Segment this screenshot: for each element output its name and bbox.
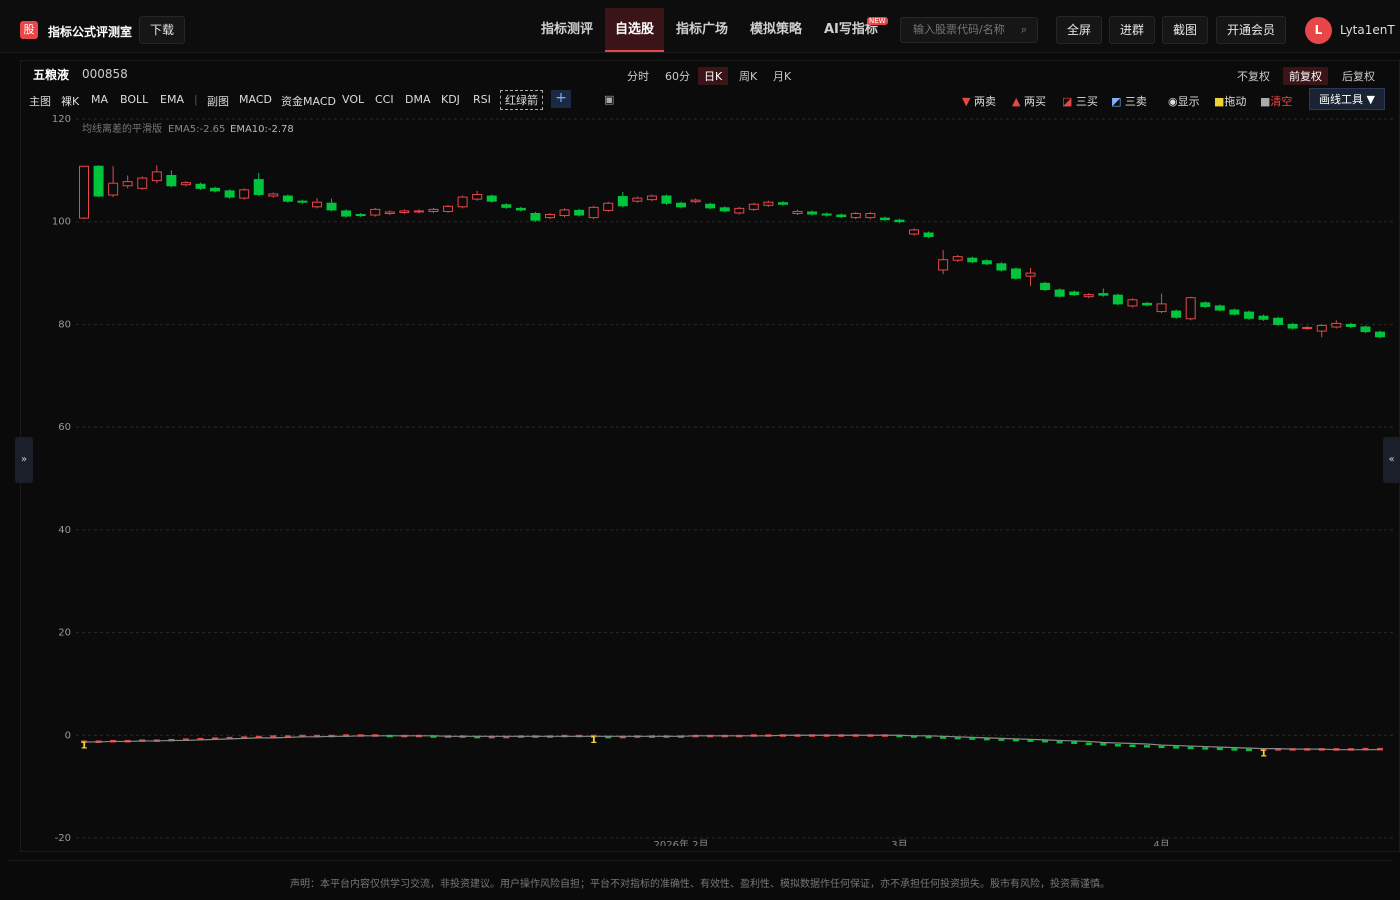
header-button[interactable]: 全屏 [1056,16,1103,44]
disclaimer: 声明：本平台内容仅供学习交流，非投资建议。用户操作风险自担；平台不对指标的准确性… [290,879,1110,890]
sub-tool[interactable]: RSI [473,93,491,106]
draw-tool[interactable]: 三买 [1075,95,1098,108]
main-tool[interactable]: 主图 [29,95,51,108]
stock-name: 五粮液 [33,68,70,82]
period[interactable]: 周K [739,70,758,83]
main-tool[interactable]: BOLL [120,93,149,106]
adjust[interactable]: 不复权 [1237,70,1270,83]
logo: 股 [20,21,38,39]
period[interactable]: 60分 [665,70,690,83]
period[interactable]: 月K [773,70,792,83]
expand-right[interactable]: « [1383,437,1400,483]
main-tool[interactable]: MA [91,93,109,106]
draw-tool[interactable]: 两卖 [973,95,996,108]
sub-tool[interactable]: MACD [239,93,272,106]
draw-tool-menu[interactable]: 画线工具 ▼ [1309,88,1385,110]
draw-tool[interactable]: 清空 [1270,95,1293,108]
sub-tool[interactable]: KDJ [441,93,460,106]
nav-item[interactable]: 自选股 [605,8,665,52]
add-button[interactable]: + [551,90,571,108]
draw-tool[interactable]: 两买 [1023,95,1046,108]
period[interactable]: 分时 [627,70,649,83]
sub-tool[interactable]: 资金MACD [281,95,336,108]
nav-item[interactable]: 指标广场 [676,22,729,37]
search-placeholder: 输入股票代码/名称 [913,23,1005,36]
main-tool[interactable]: 裸K [61,95,80,108]
download-button[interactable]: 下载 [139,16,186,44]
nav-item[interactable]: AI写指标 [824,22,878,37]
save-icon[interactable]: ▣ [604,93,615,106]
sub-tool[interactable]: 副图 [207,95,229,108]
header-button[interactable]: 开通会员 [1216,16,1287,44]
nav-item[interactable]: 指标测评 [541,22,594,37]
stock-code: 000858 [82,67,128,81]
search-box[interactable]: 输入股票代码/名称 ⌕ [900,17,1038,43]
avatar[interactable]: L [1305,17,1332,44]
chart-panel [20,60,1400,852]
draw-tool[interactable]: 拖动 [1224,95,1247,108]
period[interactable]: 日K [698,67,729,85]
separator: | [194,93,198,106]
sub-tool[interactable]: DMA [405,93,431,106]
header-button[interactable]: 进群 [1109,16,1156,44]
adjust[interactable]: 前复权 [1283,67,1328,85]
header: 股 指标公式评测室 下载 指标测评 自选股 指标广场 模拟策略 AI写指标 NE… [0,0,1400,53]
draw-tool[interactable]: 显示 [1177,95,1200,108]
expand-left[interactable]: » [15,437,33,483]
header-button[interactable]: 截图 [1162,16,1209,44]
nav-item[interactable]: 模拟策略 [750,22,803,37]
draw-tool[interactable]: 三卖 [1124,95,1147,108]
new-badge: NEW [867,17,888,25]
sub-tool[interactable]: CCI [375,93,394,106]
sub-tool-active[interactable]: 红绿箭 [500,90,543,110]
main-tool[interactable]: EMA [160,93,184,106]
adjust[interactable]: 后复权 [1342,70,1375,83]
sub-tool[interactable]: VOL [342,93,365,106]
site-title: 指标公式评测室 [48,25,133,39]
username: Lyta1enT [1340,23,1395,37]
